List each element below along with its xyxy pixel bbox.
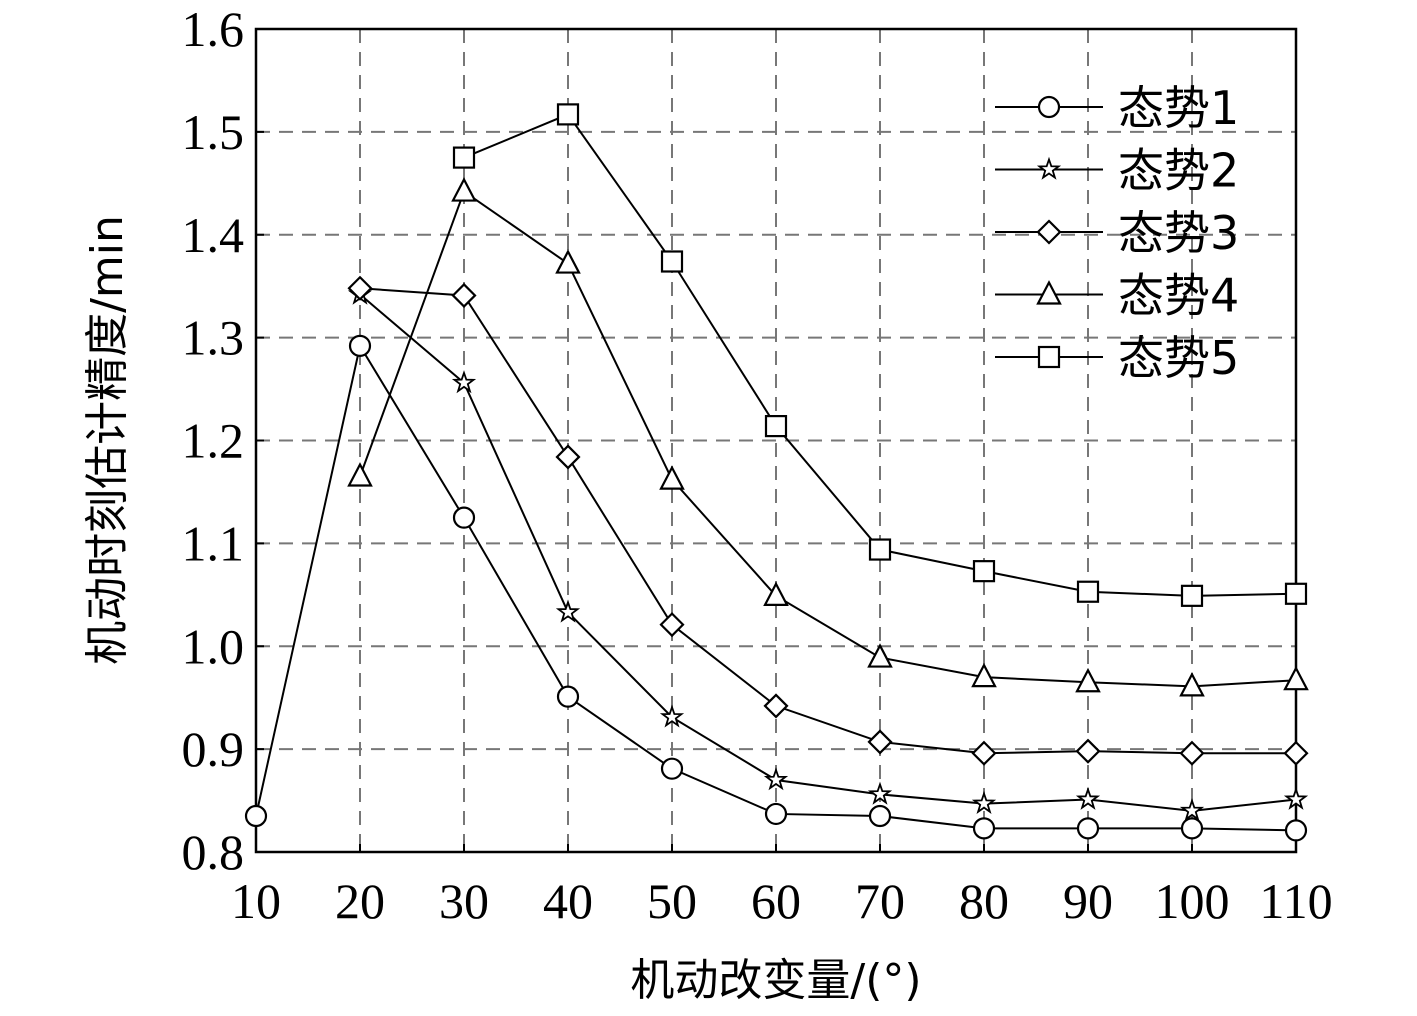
series-4 [347,177,1309,697]
data-point [1284,819,1308,842]
data-point [659,465,685,490]
legend-item: 态势1 [995,81,1239,135]
legend-item: 态势3 [995,206,1239,260]
data-point [972,560,996,583]
legend: 态势1 态势2 态势3 态势4 态势5 [995,81,1239,385]
data-point [763,581,789,606]
data-point [868,538,892,561]
y-tick-label: 0.8 [182,824,245,880]
data-point [348,334,372,357]
x-tick-label: 80 [959,873,1009,929]
data-point [1076,580,1100,603]
data-point [555,599,581,623]
data-point [555,249,581,274]
data-point [971,790,997,814]
data-point [1180,584,1204,607]
data-point [244,804,268,828]
data-point [659,612,685,638]
y-tick-label: 1.4 [182,207,245,263]
legend-item: 态势2 [995,144,1239,198]
data-point [971,740,997,766]
axis-ticks: 10 20 30 40 50 60 70 80 90 100 110 0.8 0.9 1.0 1.1 1.2 1… [182,1,1333,929]
legend-item: 态势4 [995,269,1239,323]
data-point [660,250,684,273]
series-3 [347,275,1309,766]
legend-marker [1037,345,1061,369]
data-point [971,662,997,688]
data-point [1075,738,1101,764]
data-point [764,414,788,438]
y-tick-label: 1.1 [182,515,245,571]
legend-label: 态势4 [1118,269,1239,323]
data-point [660,757,684,780]
data-point [451,370,477,394]
series-line [359,189,1297,688]
x-tick-label: 70 [855,873,905,929]
data-point [764,802,788,826]
data-point [555,444,581,470]
x-tick-label: 110 [1259,873,1332,929]
series-line [359,293,1297,812]
data-point [1076,817,1100,840]
data-point [556,685,580,708]
data-point [1179,740,1205,766]
legend-marker [1036,280,1062,305]
legend-marker [1036,156,1062,180]
x-axis-title: 机动改变量/(°) [630,955,921,1006]
data-point [1075,667,1101,693]
y-axis-title: 机动时刻估计精度/min [82,215,133,665]
legend-marker [1036,219,1062,245]
series-layer [244,103,1309,842]
data-point [347,462,373,487]
data-point [867,781,893,805]
data-point [452,506,476,529]
legend-item: 态势5 [995,331,1239,385]
data-point [972,817,996,840]
data-point [451,177,477,202]
x-tick-label: 90 [1063,873,1113,929]
data-point [763,693,789,719]
y-tick-label: 0.9 [182,721,245,777]
data-point [867,643,893,668]
data-point [452,146,476,169]
data-point [1075,786,1101,810]
legend-marker [1037,95,1061,119]
grid [256,29,1296,852]
y-tick-label: 1.6 [182,1,245,57]
y-tick-label: 1.0 [182,618,245,674]
legend-label: 态势5 [1118,331,1239,385]
data-point [1283,740,1309,766]
y-tick-label: 1.3 [182,310,245,366]
data-point [1179,672,1205,697]
data-point [1283,786,1309,810]
legend-label: 态势1 [1118,81,1239,135]
data-point [659,704,685,728]
series-line [359,287,1296,755]
x-tick-label: 100 [1155,873,1230,929]
data-point [1284,582,1308,605]
x-tick-label: 50 [647,873,697,929]
legend-label: 态势3 [1118,206,1239,260]
data-point [347,275,373,301]
series-1 [244,334,1308,842]
data-point [1179,798,1205,822]
data-point [556,103,580,126]
data-point [1283,665,1309,691]
data-point [1180,817,1204,840]
data-point [451,282,477,309]
x-tick-label: 60 [751,873,801,929]
data-point [867,729,893,755]
y-tick-label: 1.5 [182,104,245,160]
data-point [868,804,892,828]
data-point [763,767,789,791]
x-tick-label: 40 [543,873,593,929]
x-tick-label: 10 [231,873,281,929]
x-tick-label: 30 [439,873,489,929]
y-tick-label: 1.2 [182,413,245,469]
legend-label: 态势2 [1118,144,1239,198]
series-5 [452,103,1308,607]
x-tick-label: 20 [335,873,385,929]
